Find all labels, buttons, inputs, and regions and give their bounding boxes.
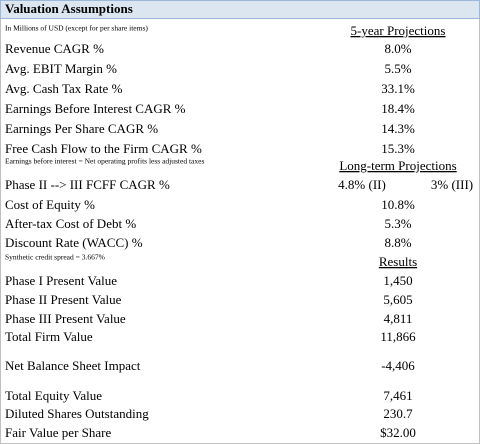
row-label: Fair Value per Share — [5, 425, 111, 440]
row-label: Phase III Present Value — [5, 311, 126, 326]
row-value: 5.3% — [384, 216, 411, 231]
row-value: 8.8% — [384, 235, 411, 250]
row-value: 8.0% — [384, 41, 411, 56]
row-value: 3% (III) — [431, 177, 473, 192]
section-heading: 5-year Projections — [351, 23, 446, 38]
row-label: Avg. Cash Tax Rate % — [5, 81, 123, 96]
section-note: Earnings before interest = Net operating… — [5, 157, 204, 166]
row-value: $32.00 — [380, 425, 416, 440]
row-value: -4,406 — [381, 358, 415, 373]
row-value: 230.7 — [383, 406, 413, 421]
row-value: 10.8% — [381, 197, 415, 212]
row-value: 14.3% — [381, 121, 415, 136]
title: Valuation Assumptions — [5, 1, 133, 16]
row-label: Phase II --> III FCFF CAGR % — [5, 177, 170, 192]
row-label: Cost of Equity % — [5, 197, 95, 212]
row-label: Phase II Present Value — [5, 292, 122, 307]
row-label: Earnings Per Share CAGR % — [5, 121, 158, 136]
row-value: 33.1% — [381, 81, 415, 96]
row-label: Total Equity Value — [5, 388, 102, 403]
row-label: Avg. EBIT Margin % — [5, 61, 117, 76]
row-value: 4.8% (II) — [338, 177, 386, 192]
section-heading: Results — [379, 254, 417, 269]
row-label: Revenue CAGR % — [5, 41, 104, 56]
row-value: 5.5% — [384, 61, 411, 76]
row-label: Diluted Shares Outstanding — [5, 406, 149, 421]
row-value: 1,450 — [383, 273, 412, 288]
row-label: After-tax Cost of Debt % — [5, 216, 136, 231]
row-label: Earnings Before Interest CAGR % — [5, 101, 186, 116]
row-value: 15.3% — [381, 141, 415, 156]
row-value: 11,866 — [380, 329, 416, 344]
row-value: 18.4% — [381, 101, 415, 116]
row-value: 7,461 — [383, 388, 412, 403]
row-label: Net Balance Sheet Impact — [5, 358, 141, 373]
row-label: Total Firm Value — [5, 329, 93, 344]
row-label: Phase I Present Value — [5, 273, 117, 288]
row-value: 5,605 — [383, 292, 412, 307]
row-label: Free Cash Flow to the Firm CAGR % — [5, 141, 202, 156]
section-note: Synthetic credit spread = 3.667% — [5, 253, 105, 262]
row-value: 4,811 — [384, 311, 413, 326]
units-note: In Millions of USD (except for per share… — [5, 24, 148, 33]
row-label: Discount Rate (WACC) % — [5, 235, 143, 250]
section-heading: Long-term Projections — [339, 158, 456, 173]
